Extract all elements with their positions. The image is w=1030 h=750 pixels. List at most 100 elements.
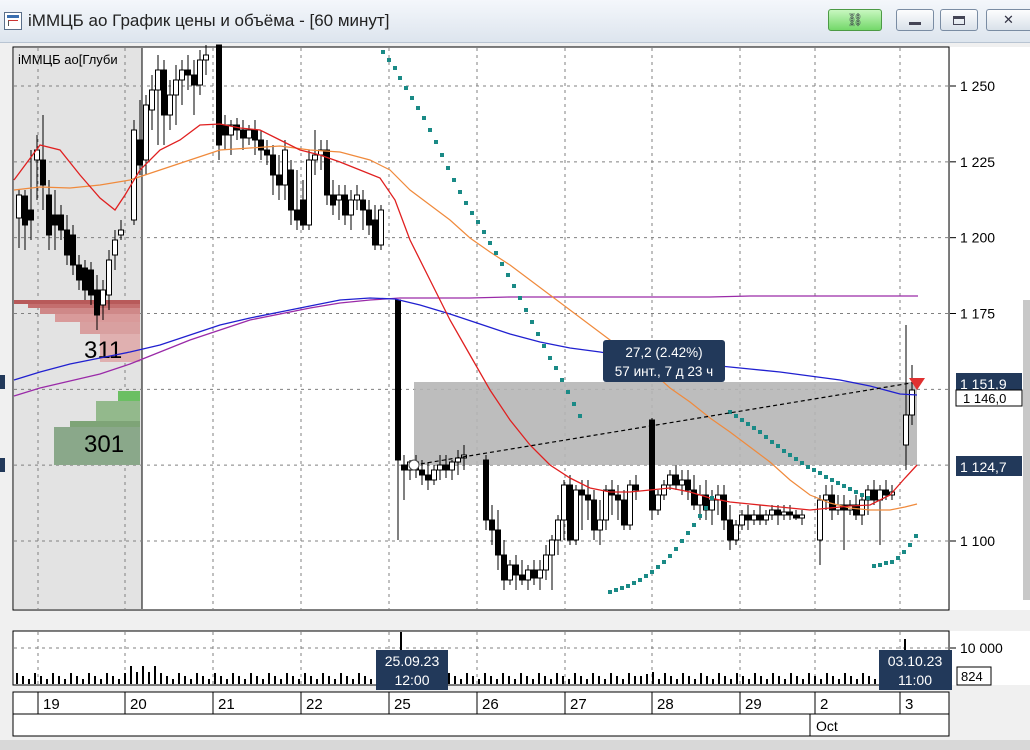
sar-dot [476, 220, 480, 224]
candle-body [627, 484, 633, 526]
sar-dot [782, 449, 786, 453]
sar-dot [728, 410, 732, 414]
candle-body [697, 494, 703, 506]
candle-body [106, 259, 112, 296]
candle-body [342, 194, 348, 216]
sar-dot [452, 178, 456, 182]
volume-profile: 311 301 [14, 300, 140, 465]
parabolic-sar-dots [381, 50, 918, 594]
candle-body [763, 514, 769, 521]
candle-body [437, 464, 443, 471]
candle-body [579, 489, 585, 496]
cursor-date-badge [879, 650, 952, 690]
volume-bar [244, 679, 246, 684]
sar-dot [560, 378, 564, 382]
profile-lower-label: 301 [84, 431, 124, 458]
volume-bar [370, 679, 372, 684]
candle-body [817, 499, 823, 541]
sar-dot [387, 58, 391, 62]
volume-bar [454, 676, 456, 684]
measurement-end-marker[interactable] [909, 378, 925, 390]
candle-body [197, 59, 203, 86]
vertical-scrollbar[interactable] [1023, 300, 1030, 600]
sar-dot [381, 50, 385, 54]
measurement-start-marker[interactable] [408, 459, 420, 471]
candle-body [46, 194, 52, 236]
candle-body [573, 489, 579, 541]
candle-body [483, 459, 489, 521]
sar-dot [890, 560, 894, 564]
candle-body [354, 194, 360, 201]
sar-dot [632, 581, 636, 585]
candle-body [655, 494, 661, 511]
candle-body [685, 479, 691, 491]
candle-body [489, 519, 495, 531]
tooltip-box [603, 340, 725, 382]
sar-dot [650, 570, 654, 574]
sar-dot [548, 356, 552, 360]
sar-dot [878, 563, 882, 567]
close-button[interactable]: ✕ [986, 9, 1030, 31]
price-pane[interactable] [12, 46, 950, 611]
volume-bar [202, 676, 204, 684]
sar-dot [578, 414, 582, 418]
volume-bar [208, 679, 210, 684]
candle-body [425, 474, 431, 481]
profile-bar [28, 304, 140, 308]
sar-dot [764, 435, 768, 439]
volume-bar [562, 676, 564, 684]
sar-dot [860, 493, 864, 497]
sar-dot [572, 402, 576, 406]
volume-bar [694, 679, 696, 684]
candle-body [173, 79, 179, 96]
horizontal-scrollbar[interactable] [0, 740, 1030, 750]
maximize-button[interactable] [940, 9, 978, 31]
price-axis[interactable] [950, 47, 1030, 610]
sar-dot [464, 201, 468, 205]
candle-body [282, 149, 288, 186]
volume-bar [862, 673, 864, 684]
candle-body [270, 154, 276, 176]
volume-bar [490, 676, 492, 684]
candle-body [883, 489, 889, 496]
sar-dot [393, 66, 397, 70]
price-tick-label: 1 225 [960, 154, 995, 170]
volume-bar [604, 679, 606, 684]
volume-pane[interactable] [12, 630, 950, 686]
candle-body [76, 264, 82, 281]
volume-bar [40, 676, 42, 684]
candle-body [781, 511, 787, 516]
sar-dot [500, 262, 504, 266]
volume-bar [556, 673, 558, 684]
sar-dot [410, 96, 414, 100]
candle-body [143, 104, 149, 161]
candle-body [871, 489, 877, 501]
link-icon: ⛓ [846, 12, 864, 27]
time-tick-label: 19 [43, 696, 60, 713]
candle-body [185, 69, 191, 76]
sar-dot [872, 564, 876, 568]
profile-bar [96, 401, 140, 421]
candle-body [591, 499, 597, 531]
time-tick-label: 27 [570, 696, 587, 713]
cursor-date: 03.10.23 [888, 653, 943, 669]
candle-body [88, 269, 94, 296]
sar-dot [710, 496, 714, 500]
maximize-icon [953, 16, 965, 26]
sar-dot [770, 440, 774, 444]
sar-dot [542, 344, 546, 348]
volume-bar [178, 673, 180, 684]
volume-bar [292, 676, 294, 684]
sar-dot [398, 76, 402, 80]
volume-bar [544, 676, 546, 684]
volume-bar [130, 666, 132, 684]
candle-body [228, 124, 234, 136]
volume-bar [358, 673, 360, 684]
volume-bar [730, 679, 732, 684]
volume-bar [16, 673, 18, 684]
tooltip-interval: 57 инт., 7 д 23 ч [615, 364, 713, 379]
chart-canvas[interactable]: 311 301 27,2 (2.42%) 57 инт., 7 д 23 ч i… [0, 42, 1030, 750]
link-button[interactable]: ⛓ [828, 9, 882, 31]
minimize-button[interactable] [896, 9, 934, 31]
volume-bar [70, 673, 72, 684]
